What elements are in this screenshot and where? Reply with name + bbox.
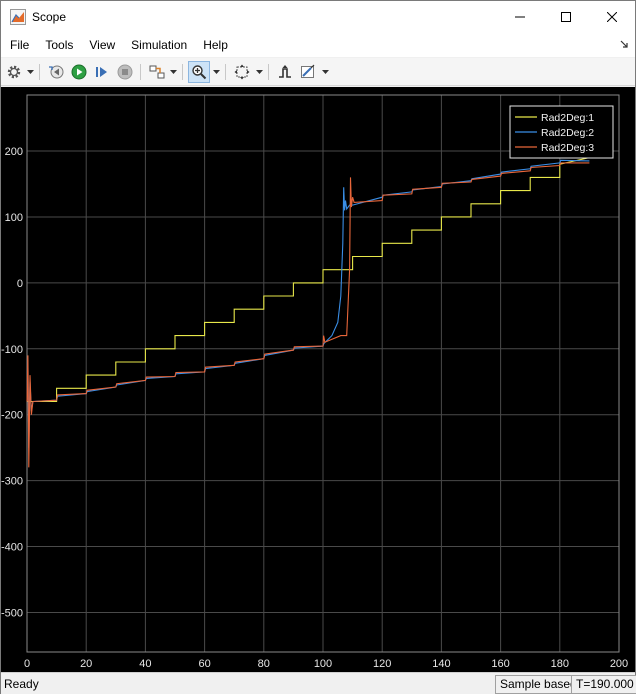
minimize-icon [515,16,525,18]
menu-view[interactable]: View [89,38,116,52]
y-tick-label: 0 [17,278,23,290]
run-button[interactable] [68,61,90,83]
sim-time-indicator: T=190.000 [571,675,636,694]
y-tick-label: -300 [1,476,23,488]
step-back-button[interactable] [45,61,67,83]
matlab-scope-icon [10,9,26,25]
x-tick-label: 180 [551,658,569,670]
run-icon [71,64,87,80]
y-tick-label: 100 [5,212,23,224]
cursor-measure-icon [301,64,315,78]
maximize-icon [561,12,571,22]
chevron-down-icon [27,70,34,74]
chevron-down-icon [170,70,177,74]
menu-file[interactable]: File [10,38,30,52]
x-tick-label: 200 [610,658,628,670]
highlight-block-button[interactable] [146,61,168,83]
legend-label: Rad2Deg:2 [541,127,594,139]
toolbar-separator [39,64,40,80]
y-tick-label: -500 [1,607,23,619]
close-button[interactable] [589,1,635,33]
highlight-block-icon [149,65,165,79]
toolbar-separator [225,64,226,80]
toolbar-separator [182,64,183,80]
legend-label: Rad2Deg:1 [541,112,594,124]
x-tick-label: 100 [314,658,332,670]
scope-display[interactable]: 0 20 40 60 80 100 120 140 160 180 200 -500 -400 -300 -… [1,87,635,672]
close-icon [607,12,617,22]
menu-tools[interactable]: Tools [45,38,74,52]
measure-dropdown[interactable] [321,61,330,83]
scope-chart[interactable]: 0 20 40 60 80 100 120 140 160 180 200 -500 -400 -300 -… [1,87,635,672]
step-forward-icon [96,67,107,77]
x-tick-label: 140 [432,658,450,670]
legend[interactable]: Rad2Deg:1 Rad2Deg:2 Rad2Deg:3 [509,105,614,159]
y-tick-label: -400 [1,542,23,554]
series-line-2 [26,159,590,448]
zoom-dropdown[interactable] [212,61,221,83]
series-line-1 [27,157,590,403]
sample-mode-indicator: Sample based [495,675,582,694]
menu-help[interactable]: Help [203,38,228,52]
stop-button[interactable] [114,61,136,83]
x-tick-label: 0 [24,658,30,670]
chevron-down-icon [322,70,329,74]
series-line-3 [26,162,590,468]
y-tick-label: -100 [1,344,23,356]
x-tick-label: 160 [491,658,509,670]
undock-arrow-icon[interactable] [619,39,629,49]
zoom-to-fit-button[interactable] [231,61,253,83]
menu-simulation[interactable]: Simulation [131,38,188,52]
zoom-to-fit-icon [234,64,250,80]
minimize-button[interactable] [497,1,543,33]
toolbar-separator [140,64,141,80]
x-tick-label: 60 [198,658,210,670]
x-tick-label: 80 [258,658,270,670]
menu-bar: File Tools View Simulation Help [1,33,635,57]
status-ready-text: Ready [4,677,39,691]
step-forward-button[interactable] [91,61,113,83]
x-tick-label: 20 [80,658,92,670]
settings-button[interactable] [3,61,25,83]
toolbar [1,58,635,86]
legend-label: Rad2Deg:3 [541,142,594,154]
step-back-icon [49,65,64,79]
settings-gear-icon [7,65,21,79]
x-tick-label: 40 [139,658,151,670]
chevron-down-icon [213,70,220,74]
chevron-down-icon [256,70,263,74]
y-tick-label: 200 [5,146,23,158]
window-title: Scope [32,10,67,24]
x-tick-label: 120 [373,658,391,670]
settings-dropdown[interactable] [26,61,35,83]
highlight-dropdown[interactable] [169,61,178,83]
stop-icon [117,64,133,80]
triggers-button[interactable] [274,61,296,83]
status-bar: Ready Sample based T=190.000 [1,672,636,694]
triggers-icon [279,65,291,78]
cursor-measure-button[interactable] [297,61,319,83]
tick-labels: 0 20 40 60 80 100 120 140 160 180 200 -500 -400 -300 -… [1,146,628,670]
y-tick-label: -200 [1,410,23,422]
title-bar[interactable]: Scope [1,1,635,33]
fit-dropdown[interactable] [255,61,264,83]
zoom-in-icon [192,65,207,80]
toolbar-separator [268,64,269,80]
zoom-in-button[interactable] [188,61,210,83]
series-layer [26,157,590,468]
maximize-button[interactable] [543,1,589,33]
